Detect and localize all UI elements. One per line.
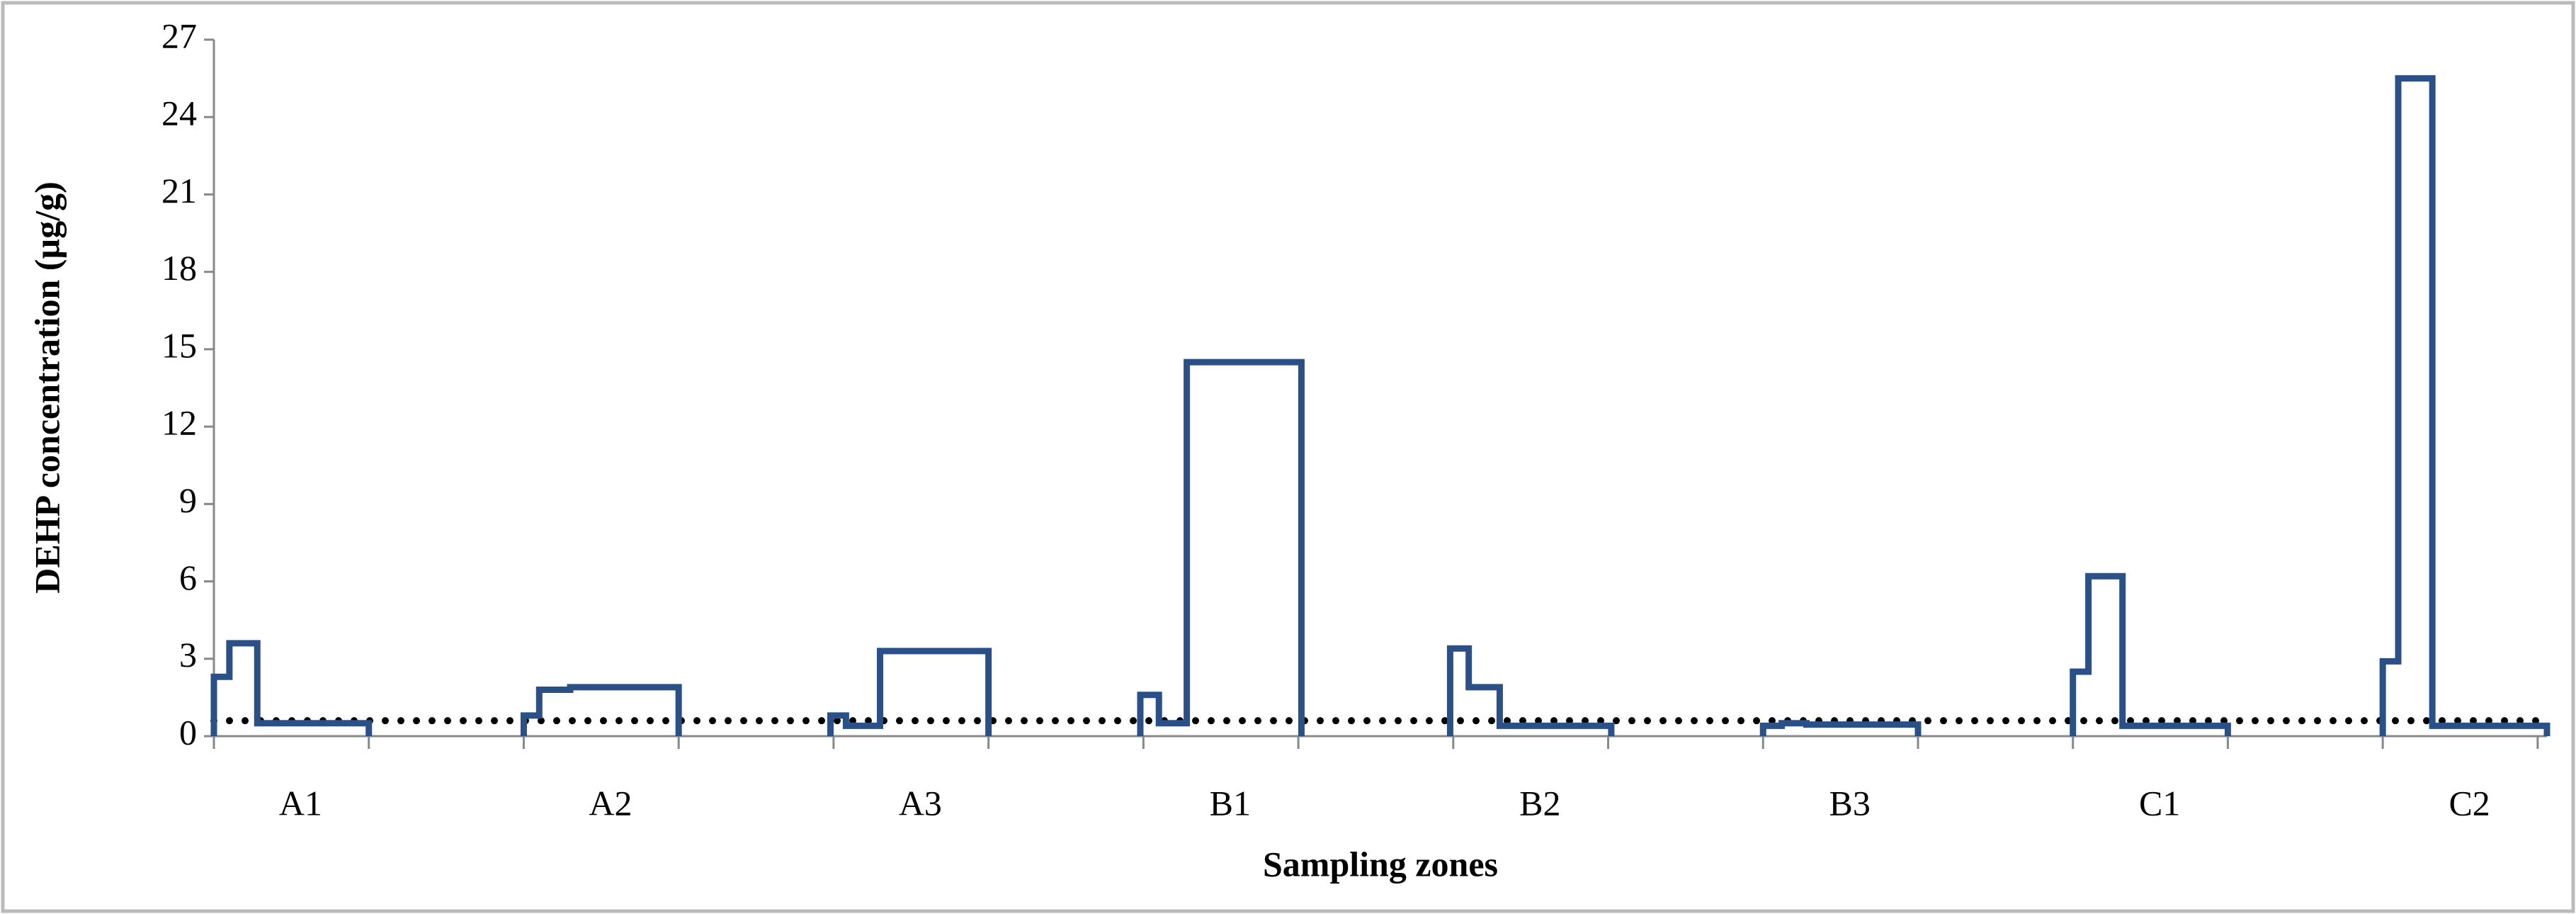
- x-tick-label: A1: [279, 783, 322, 823]
- x-tick-label: A2: [589, 783, 632, 823]
- y-axis-label: DEHP concentration (µg/g): [27, 181, 67, 594]
- y-tick-label: 15: [161, 325, 197, 365]
- y-tick-label: 21: [161, 171, 197, 210]
- x-tick-label: A3: [899, 783, 942, 823]
- x-tick-label: B3: [1829, 783, 1871, 823]
- y-tick-label: 24: [161, 94, 197, 133]
- step-line: [210, 75, 2551, 736]
- y-tick-label: 0: [179, 712, 197, 752]
- x-tick-label: C1: [2139, 783, 2180, 823]
- y-tick-label: 9: [179, 480, 197, 520]
- y-tick-label: 6: [179, 558, 197, 597]
- x-tick-label: C2: [2449, 783, 2490, 823]
- x-tick-label: B2: [1519, 783, 1560, 823]
- y-tick-label: 18: [161, 248, 197, 288]
- y-tick-label: 27: [161, 16, 197, 55]
- y-tick-label: 12: [161, 403, 197, 443]
- x-axis-label: Sampling zones: [1263, 844, 1498, 884]
- y-tick-label: 3: [179, 635, 197, 675]
- x-tick-label: B1: [1210, 783, 1251, 823]
